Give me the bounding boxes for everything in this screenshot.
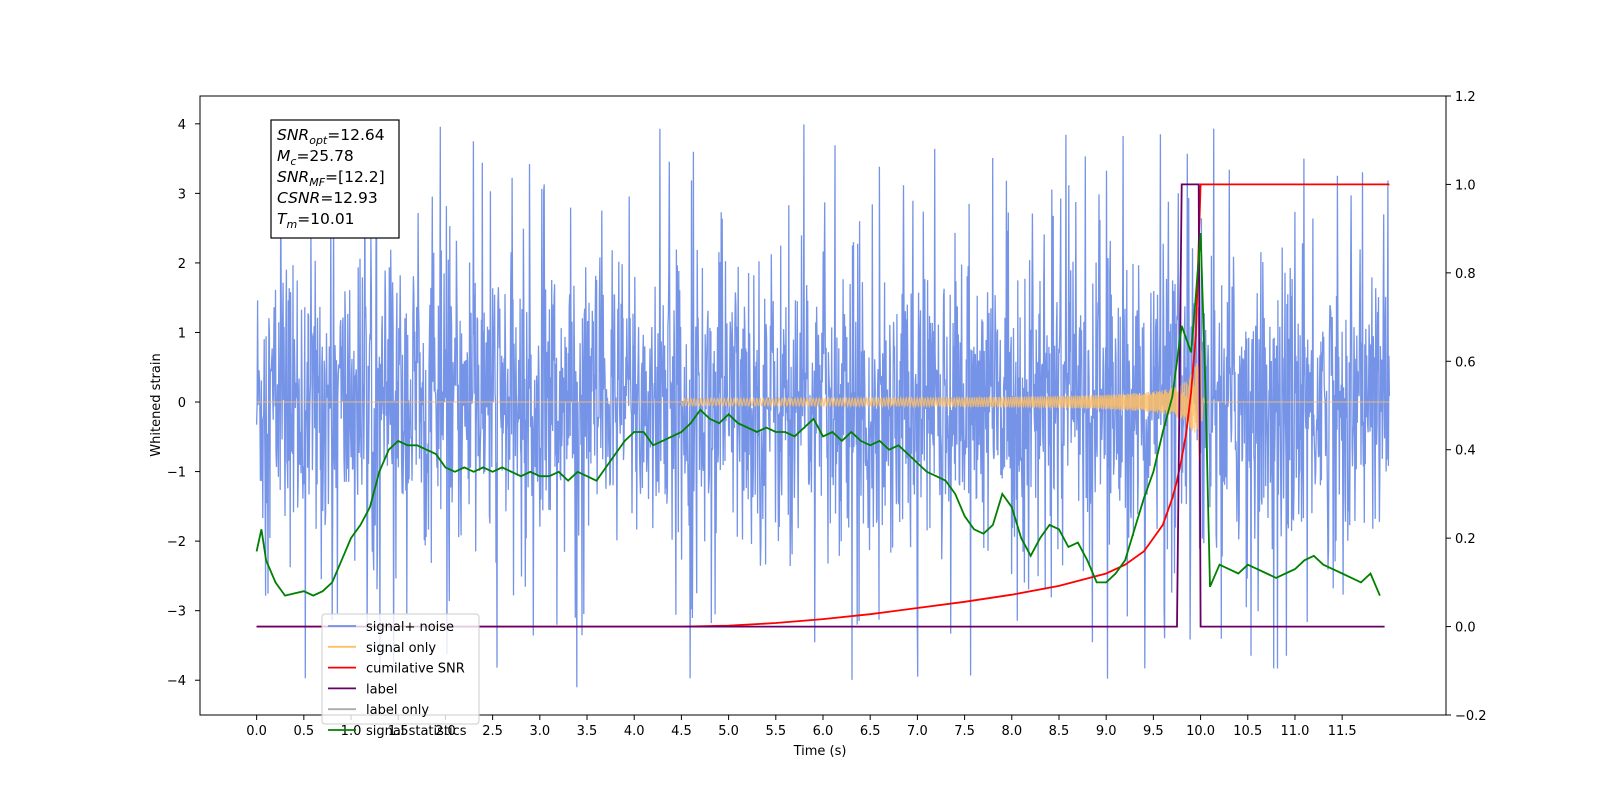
info-box-line: CSNR=12.93 xyxy=(277,189,378,207)
y-left-tick-label: −1 xyxy=(167,466,186,481)
y-right-tick-label: 0.0 xyxy=(1455,621,1476,636)
x-tick-label: 7.0 xyxy=(907,724,928,739)
x-tick-label: 4.5 xyxy=(671,724,692,739)
y-axis-left: 4 3 2 1 0 −1 −2 −3 −4 xyxy=(167,118,200,689)
y-left-tick-label: −3 xyxy=(167,605,186,620)
x-tick-label: 0.0 xyxy=(246,724,267,739)
y-right-tick-label: −0.2 xyxy=(1455,709,1487,724)
x-tick-label: 5.0 xyxy=(718,724,739,739)
series-signal-noise xyxy=(255,124,1391,688)
x-tick-label: 1.0 xyxy=(341,724,362,739)
y-axis-right: 1.2 1.0 0.8 0.6 0.4 0.2 0.0 −0.2 xyxy=(1446,90,1487,724)
y-right-tick-label: 1.0 xyxy=(1455,178,1476,193)
x-tick-label: 10.0 xyxy=(1186,724,1215,739)
legend-label: signal statistics xyxy=(366,724,467,739)
x-tick-label: 3.5 xyxy=(577,724,598,739)
x-axis-label: Time (s) xyxy=(793,744,847,759)
legend-frame xyxy=(321,613,480,725)
plot-area xyxy=(255,124,1391,688)
legend-label: label only xyxy=(366,703,429,718)
series-label xyxy=(256,183,1385,628)
legend: signal+ noise signal only cumilative SNR la… xyxy=(321,613,480,739)
series-cumulative-snr xyxy=(256,183,1390,628)
series-signal-statistics xyxy=(255,233,1381,597)
y-right-tick-label: 0.4 xyxy=(1455,444,1476,459)
y-left-tick-label: −2 xyxy=(167,535,186,550)
x-tick-label: 5.5 xyxy=(765,724,786,739)
y-right-tick-label: 0.2 xyxy=(1455,532,1476,547)
x-tick-label: 11.0 xyxy=(1280,724,1309,739)
legend-label: label xyxy=(366,682,397,697)
info-box-line: Mc=25.78 xyxy=(277,147,354,168)
y-right-tick-label: 0.6 xyxy=(1455,355,1476,370)
y-left-tick-label: 1 xyxy=(178,326,186,341)
y-right-tick-label: 0.8 xyxy=(1455,267,1476,282)
legend-label: signal only xyxy=(366,641,436,656)
info-box-line: SNRopt=12.64 xyxy=(277,126,385,147)
x-tick-label: 8.0 xyxy=(1001,724,1022,739)
info-box-line: Tm=10.01 xyxy=(277,210,355,231)
x-tick-label: 0.5 xyxy=(293,724,314,739)
x-tick-label: 9.5 xyxy=(1143,724,1164,739)
x-tick-label: 2.0 xyxy=(435,724,456,739)
x-tick-label: 6.5 xyxy=(860,724,881,739)
y-left-tick-label: 4 xyxy=(178,118,186,133)
y-left-tick-label: 0 xyxy=(178,396,186,411)
y-left-tick-label: 3 xyxy=(178,187,186,202)
x-tick-label: 6.0 xyxy=(813,724,834,739)
y-left-tick-label: −4 xyxy=(167,674,186,689)
x-tick-label: 3.0 xyxy=(529,724,550,739)
x-axis: 0.0 0.5 1.0 1.5 2.0 2.5 3.0 3.5 4.0 4.5 5.0 5.5 6.0 6… xyxy=(246,715,1357,739)
x-tick-label: 2.5 xyxy=(482,724,503,739)
x-tick-label: 8.5 xyxy=(1049,724,1070,739)
series-signal-only xyxy=(256,338,1390,462)
x-tick-label: 1.5 xyxy=(388,724,409,739)
info-box-line: SNRMF=[12.2] xyxy=(277,168,385,189)
legend-label: signal+ noise xyxy=(366,620,454,635)
legend-label: cumilative SNR xyxy=(366,662,465,677)
y-left-tick-label: 2 xyxy=(178,257,186,272)
x-tick-label: 10.5 xyxy=(1233,724,1262,739)
info-box: SNRopt=12.64Mc=25.78SNRMF=[12.2]CSNR=12.… xyxy=(270,119,400,239)
x-tick-label: 7.5 xyxy=(954,724,975,739)
y-axis-left-label: Whitened strain xyxy=(149,353,164,456)
x-tick-label: 11.5 xyxy=(1328,724,1357,739)
y-right-tick-label: 1.2 xyxy=(1455,90,1476,105)
info-box-frame xyxy=(270,119,400,239)
x-tick-label: 9.0 xyxy=(1096,724,1117,739)
x-tick-label: 4.0 xyxy=(624,724,645,739)
